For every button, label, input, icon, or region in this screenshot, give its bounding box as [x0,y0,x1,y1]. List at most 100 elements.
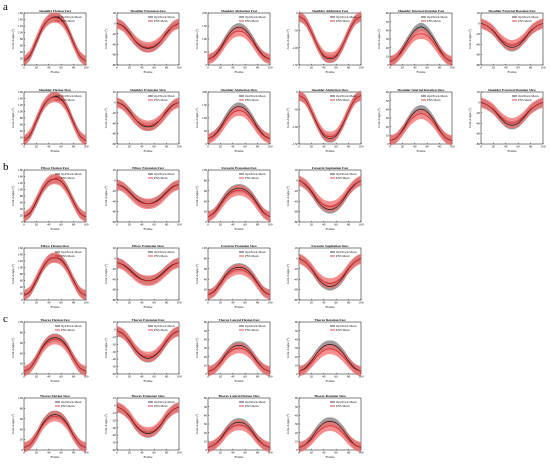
x-tick-label: 80 [256,66,260,70]
y-tick-label: 60 [204,189,208,193]
y-tick-label: -100 [292,125,298,129]
legend-label-optitrack: OptiTrack Mean [427,94,448,98]
legend-label-optitrack: OptiTrack Mean [245,15,266,19]
x-tick-label: 60 [244,223,248,227]
legend-label-optitrack: OptiTrack Mean [245,324,266,328]
legend-label-pns: PNS Mean [61,404,75,408]
y-tick-label: 100 [202,246,207,250]
x-tick-label: 60 [244,145,248,149]
x-tick-label: 20 [219,66,223,70]
pns-sd-band [208,419,270,453]
legend-label-optitrack: OptiTrack Mean [154,250,175,254]
y-tick-label: 140 [18,97,23,101]
x-tick-label: 100 [177,301,182,305]
x-tick-label: 0 [207,145,209,149]
x-tick-label: 80 [438,145,442,149]
y-tick-label: 60 [204,396,208,400]
y-tick-label: 50 [295,329,299,333]
y-tick-label: 40 [204,199,208,203]
x-tick-label: 80 [347,145,351,149]
y-tick-label: -50 [294,107,299,111]
x-axis-label: Frame [235,379,244,383]
x-tick-label: 80 [165,66,169,70]
y-tick-label: 200 [202,90,207,94]
y-tick-label: 100 [18,266,23,270]
y-tick-label: 140 [18,175,23,179]
y-tick-label: 50 [386,20,390,24]
x-tick-label: 60 [153,145,157,149]
y-tick-label: 100 [18,31,23,35]
legend-label-pns: PNS Mean [154,176,168,180]
y-tick-label: 80 [20,272,24,276]
x-tick-label: 0 [480,145,482,149]
pns-mean-line [389,33,453,62]
subplot-title: Shoulder Flexion Fast [39,9,72,13]
y-tick-label: 20 [20,57,24,61]
x-tick-label: 80 [529,145,533,149]
x-tick-label: 20 [128,145,132,149]
y-tick-label: 60 [295,320,299,324]
subplot: 0 20 40 60 80 100 -80 -60 -40 -20 0 20 Shoulder Exte… [468,88,546,153]
x-tick-label: 80 [165,451,169,455]
x-tick-label: 40 [231,66,235,70]
pns-mean-line [116,262,180,282]
legend-label-optitrack: OptiTrack Mean [245,250,266,254]
y-tick-label: -20 [112,32,117,36]
x-tick-label: 40 [322,451,326,455]
x-tick-label: 100 [84,375,89,379]
y-tick-label: 0 [21,63,23,67]
y-tick-label: 0 [387,63,389,67]
y-tick-label: 10 [113,320,117,324]
x-tick-label: 0 [23,66,25,70]
x-tick-label: 100 [359,301,364,305]
x-tick-label: 60 [153,451,157,455]
y-tick-label: 60 [20,201,24,205]
y-axis-label: Joint Angle (°) [104,185,108,206]
y-tick-label: 160 [18,168,23,172]
y-tick-label: 30 [386,37,390,41]
legend-label-pns: PNS Mean [61,19,75,23]
x-tick-label: 20 [35,375,39,379]
y-axis-label: Joint Angle (°) [104,263,108,284]
y-tick-label: 50 [204,329,208,333]
x-axis-label: Frame [235,70,244,74]
x-tick-label: 40 [47,223,51,227]
y-tick-label: -100 [292,46,298,50]
y-tick-label: 20 [113,11,117,15]
pns-sd-band [390,28,452,67]
x-tick-label: 60 [517,145,521,149]
pns-sd-band [299,11,361,63]
y-axis-label: Joint Angle (°) [377,107,381,128]
x-tick-label: 20 [310,223,314,227]
y-tick-label: 20 [113,90,117,94]
x-tick-label: 100 [268,223,273,227]
y-tick-label: 40 [386,28,390,32]
pns-mean-line [116,23,180,48]
x-tick-label: 100 [177,223,182,227]
legend-label-optitrack: OptiTrack Mean [61,94,82,98]
x-tick-label: 80 [256,145,260,149]
pns-mean-line [116,102,180,127]
subplot-title: Elbow Extension Fast [132,166,164,170]
pns-sd-band [208,342,270,377]
plot-area [298,247,362,301]
y-tick-label: 40 [204,337,208,341]
x-axis-label: Frame [326,70,335,74]
x-tick-label: 40 [47,451,51,455]
x-tick-label: 60 [244,66,248,70]
optitrack-mean-line [116,23,180,49]
subplot-title: Shoulder External Rotation Slow [488,88,536,92]
y-tick-label: 0 [296,179,298,183]
y-tick-label: 10 [295,363,299,367]
x-tick-label: 80 [165,145,169,149]
y-tick-label: 20 [386,125,390,129]
subplot-title: Thorax Flexion Slow [40,394,71,398]
y-axis-label: Joint Angle (°) [104,413,108,434]
y-tick-label: -60 [112,210,117,214]
legend-label-optitrack: OptiTrack Mean [336,94,357,98]
x-tick-label: 0 [116,66,118,70]
y-tick-label: 30 [295,346,299,350]
